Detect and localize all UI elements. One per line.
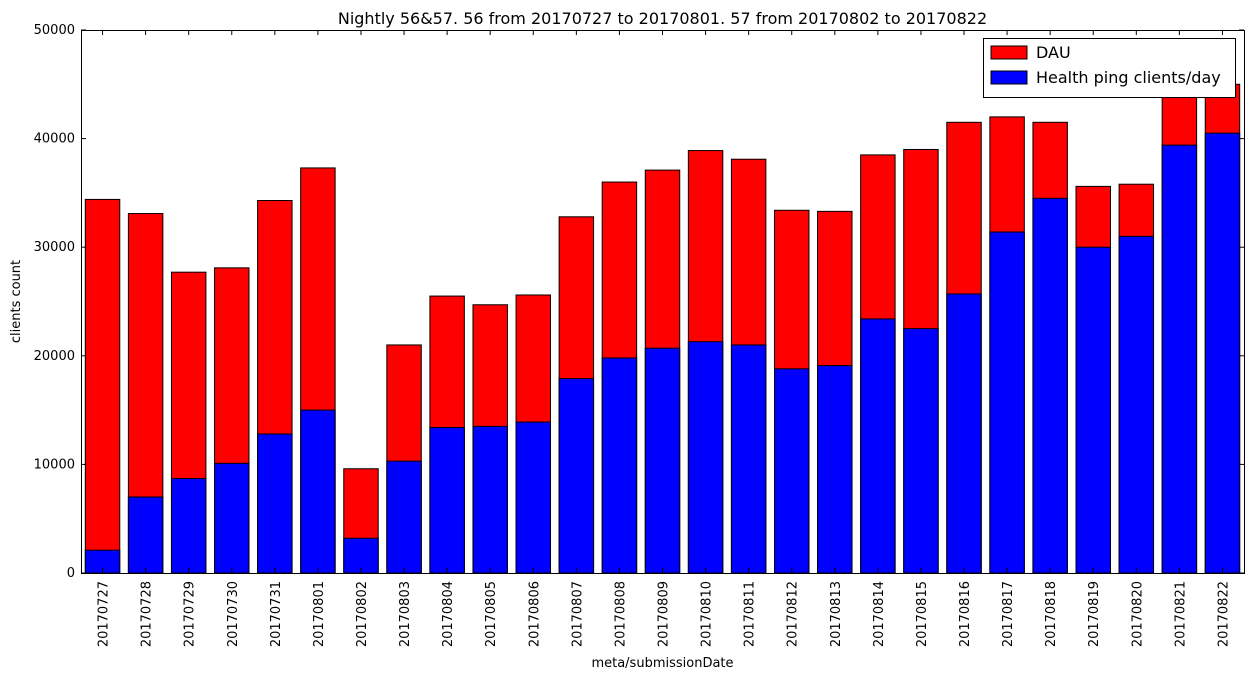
health-ping-bar — [1075, 246, 1111, 574]
health-ping-bar — [386, 460, 422, 574]
x-tick-label: 20170811 — [743, 581, 758, 647]
x-tick-label: 20170810 — [700, 581, 715, 647]
x-tick-label: 20170821 — [1173, 581, 1188, 647]
x-tick-label: 20170731 — [269, 581, 284, 647]
x-tick-label: 20170803 — [398, 581, 413, 647]
legend-swatch-dau — [990, 45, 1028, 60]
x-axis-label: meta/submissionDate — [591, 656, 733, 671]
health-ping-bar — [214, 462, 250, 574]
health-ping-bar — [773, 368, 810, 574]
x-tick-label: 20170806 — [527, 581, 542, 647]
y-tick-label: 0 — [67, 566, 75, 581]
plot-frame — [81, 30, 1245, 574]
y-axis-ticks: 0 10000 20000 30000 40000 50000 — [34, 23, 1244, 581]
x-tick-label: 20170815 — [915, 581, 930, 647]
x-tick-label: 20170819 — [1087, 581, 1102, 647]
x-tick-label: 20170728 — [140, 581, 155, 647]
x-tick-label: 20170817 — [1001, 581, 1016, 647]
x-tick-label: 20170807 — [570, 581, 585, 647]
x-tick-label: 20170802 — [355, 581, 370, 647]
x-tick-label: 20170812 — [786, 581, 801, 647]
y-tick-label: 40000 — [34, 132, 75, 147]
x-tick-label: 20170818 — [1044, 581, 1059, 647]
chart-title: Nightly 56&57. 56 from 20170727 to 20170… — [338, 9, 987, 28]
x-tick-label: 20170805 — [484, 581, 499, 647]
x-tick-label: 20170813 — [829, 581, 844, 647]
health-ping-bar — [644, 347, 681, 574]
health-ping-bar — [730, 344, 767, 574]
health-ping-bar — [558, 378, 595, 574]
legend: DAU Health ping clients/day — [983, 38, 1236, 98]
y-tick-label: 30000 — [34, 240, 75, 255]
x-tick-label: 20170801 — [312, 581, 327, 647]
health-ping-bar — [903, 328, 939, 574]
x-tick-label: 20170820 — [1130, 581, 1145, 647]
x-tick-label: 20170808 — [613, 581, 628, 647]
health-ping-bar — [515, 421, 552, 574]
health-ping-bar — [817, 365, 853, 574]
x-tick-label: 20170822 — [1216, 581, 1231, 647]
x-tick-label: 20170809 — [657, 581, 672, 647]
health-ping-bar — [429, 426, 465, 574]
health-ping-bar — [1032, 197, 1068, 574]
health-ping-bar — [946, 293, 982, 574]
legend-label-health-ping: Health ping clients/day — [1036, 68, 1221, 87]
health-ping-bar — [472, 425, 508, 574]
health-ping-bar — [1204, 132, 1241, 574]
legend-swatch-health-ping — [990, 70, 1028, 85]
x-tick-label: 20170814 — [872, 581, 887, 647]
legend-label-dau: DAU — [1036, 43, 1071, 62]
y-axis-label: clients count — [9, 260, 24, 343]
dau-bar — [84, 198, 121, 574]
health-ping-bar — [257, 433, 293, 574]
x-tick-label: 20170727 — [97, 581, 112, 647]
x-tick-label: 20170804 — [441, 581, 456, 647]
health-ping-bar — [1161, 144, 1198, 574]
health-ping-bar — [989, 231, 1025, 574]
bars — [84, 83, 1241, 574]
health-ping-bar — [601, 357, 638, 574]
health-ping-bar — [170, 478, 207, 574]
health-ping-bar — [860, 318, 896, 574]
y-tick-label: 20000 — [34, 349, 75, 364]
health-ping-bar — [343, 537, 379, 574]
y-tick-label: 50000 — [34, 23, 75, 38]
x-tick-label: 20170816 — [958, 581, 973, 647]
x-tick-label: 20170730 — [226, 581, 241, 647]
health-ping-bar — [687, 341, 724, 574]
y-tick-label: 10000 — [34, 457, 75, 472]
x-axis-ticks: 20170727 20170728 20170729 20170730 20170731… — [97, 30, 1231, 647]
health-ping-bar — [127, 496, 164, 574]
health-ping-bar — [300, 409, 336, 574]
x-tick-label: 20170729 — [183, 581, 198, 647]
health-ping-bar — [1118, 235, 1155, 574]
